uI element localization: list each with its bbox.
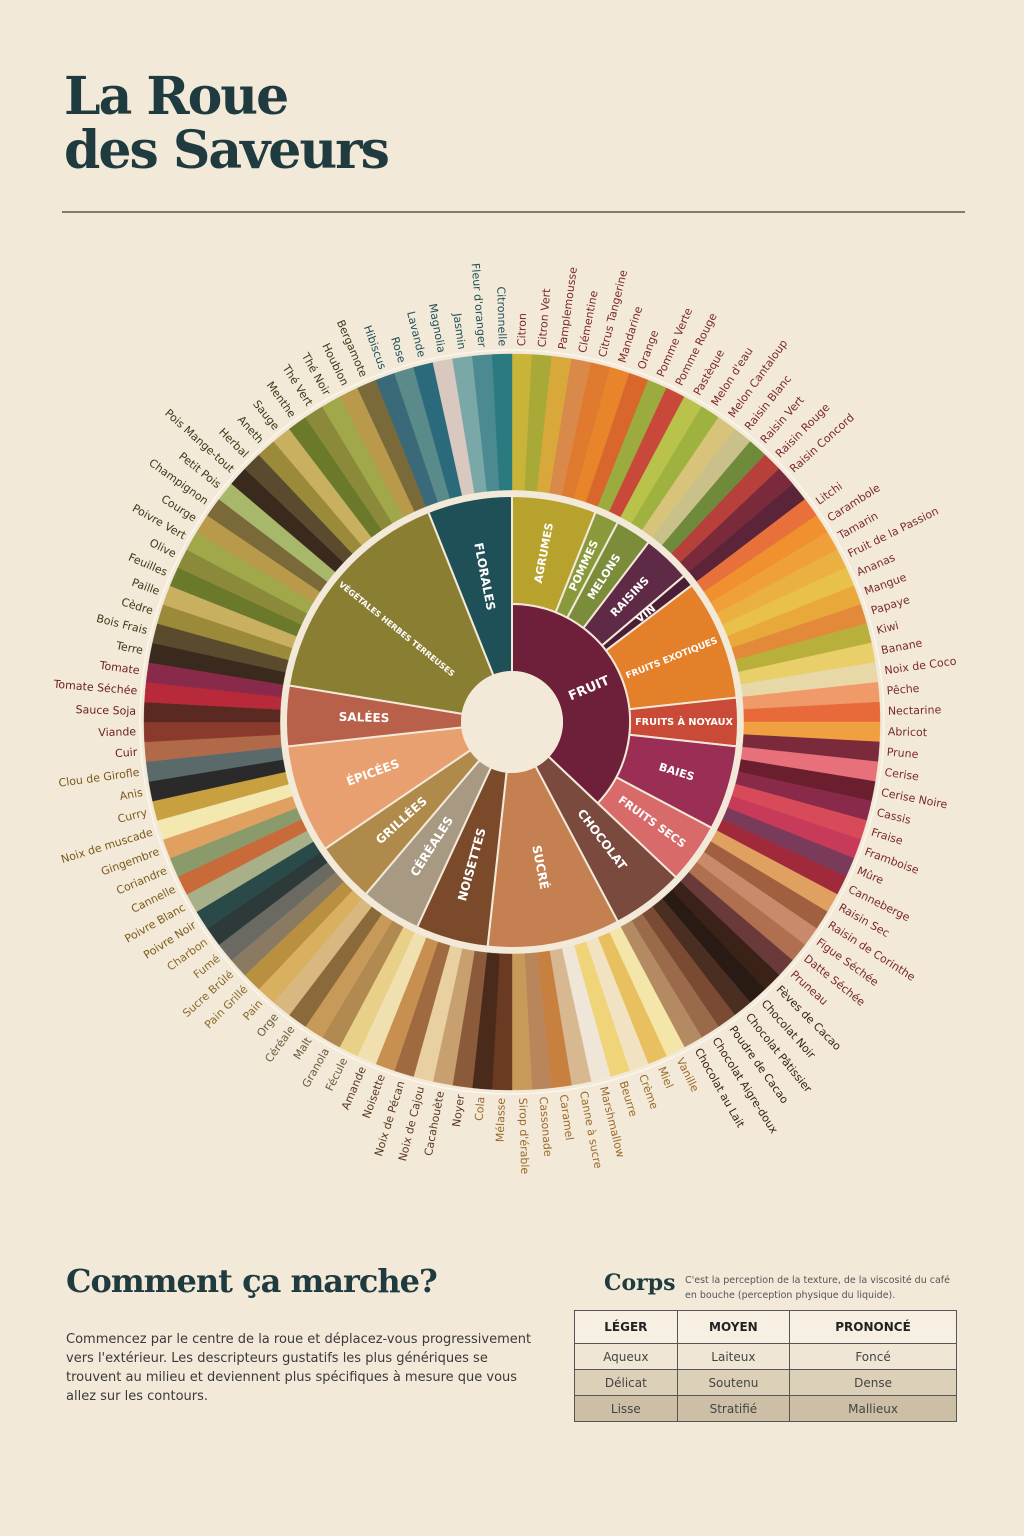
descriptor-label: Pain xyxy=(240,997,265,1023)
descriptor-label: Citron xyxy=(515,313,529,346)
descriptor-label: Citronnelle xyxy=(494,286,509,346)
table-cell: Soutenu xyxy=(676,1369,791,1396)
descriptor-label: Clémentine xyxy=(576,289,601,354)
descriptor-label: Caramel xyxy=(557,1094,576,1142)
table-header: Léger Moyen Prononcé xyxy=(574,1310,957,1344)
sub-label: Fruits à Noyaux xyxy=(635,715,733,728)
descriptor-label: Fleur d'oranger xyxy=(469,263,489,349)
descriptor-label: Fraise xyxy=(870,826,905,848)
descriptor-label: Curry xyxy=(116,806,149,826)
how-title: Comment ça marche? xyxy=(66,1262,438,1300)
descriptor-label: Kiwi xyxy=(875,619,900,637)
descriptor-label: Papaye xyxy=(869,593,911,617)
how-text: Commencez par le centre de la roue et dé… xyxy=(66,1332,532,1404)
descriptor-label: Pamplemousse xyxy=(556,266,580,350)
descriptor-label: Cerise Noire xyxy=(880,786,949,811)
descriptor-label: Beurre xyxy=(617,1079,640,1118)
table-cell: Foncé xyxy=(789,1343,957,1370)
descriptor-band xyxy=(491,353,513,491)
descriptor-label: Tomate xyxy=(98,659,141,677)
descriptor-label: Crème xyxy=(636,1073,661,1112)
descriptor-label: Lavande xyxy=(404,310,428,359)
descriptor-label: Rose xyxy=(388,335,408,364)
descriptor-label: Mélasse xyxy=(494,1097,508,1142)
table-cell: Stratifié xyxy=(676,1395,791,1422)
descriptor-label: Cacahouète xyxy=(422,1090,447,1157)
descriptor-label: Noix de Coco xyxy=(884,654,958,677)
table-cell: Laiteux xyxy=(676,1343,791,1370)
descriptor-label: Clou de Girofle xyxy=(58,766,141,790)
descriptor-label: Olive xyxy=(147,536,178,560)
table-cell: Dense xyxy=(789,1369,957,1396)
table-row: Lisse Stratifié Mallieux xyxy=(574,1395,957,1422)
descriptor-label: Cola xyxy=(473,1096,488,1121)
descriptor-label: Paille xyxy=(130,576,162,598)
table-cell: Lisse xyxy=(574,1395,678,1422)
descriptor-label: Sauce Soja xyxy=(75,703,136,718)
descriptor-label: Cerise xyxy=(884,766,920,784)
descriptor-label: Tomate Séchée xyxy=(52,678,138,698)
center-hole xyxy=(461,671,563,773)
descriptor-label: Fruit de la Passion xyxy=(846,504,941,560)
table-cell: Mallieux xyxy=(789,1395,957,1422)
family-label: Salées xyxy=(339,709,390,725)
descriptor-label: Abricot xyxy=(888,725,928,739)
descriptor-label: Magnolia xyxy=(426,303,448,354)
divider xyxy=(62,211,965,213)
descriptor-label: Cèdre xyxy=(120,595,155,617)
descriptor-label: Terre xyxy=(114,639,144,657)
descriptor-label: Miel xyxy=(655,1065,676,1091)
descriptor-label: Prune xyxy=(886,746,919,762)
title-line: des Saveurs xyxy=(64,120,390,181)
body-text: C'est la perception de la texture, de la… xyxy=(685,1275,950,1301)
descriptor-label: Viande xyxy=(98,725,136,739)
descriptor-label: Anis xyxy=(119,786,145,803)
descriptor-label: Bois Frais xyxy=(95,612,149,637)
descriptor-label: Cuir xyxy=(115,746,139,761)
body-title: Corps xyxy=(604,1270,676,1296)
descriptor-label: Nectarine xyxy=(888,703,942,717)
descriptor-label: Citron Vert xyxy=(536,287,554,347)
descriptor-label: Sirop d'érable xyxy=(516,1098,531,1175)
table-row: Aqueux Laiteux Foncé xyxy=(574,1343,957,1370)
descriptor-label: Noyer xyxy=(450,1093,467,1128)
descriptor-label: Cassis xyxy=(875,806,912,827)
descriptor-label: Malt xyxy=(291,1034,315,1061)
descriptor-band xyxy=(680,468,793,573)
table-cell: Délicat xyxy=(574,1369,678,1396)
header-cell: Léger xyxy=(574,1310,678,1344)
descriptor-label: Mûre xyxy=(855,864,886,887)
outer-ring xyxy=(139,349,885,1095)
title-line: La Roue xyxy=(64,66,289,127)
table-row: Délicat Soutenu Dense xyxy=(574,1369,957,1396)
table-body: Aqueux Laiteux Foncé Délicat Soutenu Dense Lis… xyxy=(574,1343,957,1422)
header-cell: Moyen xyxy=(676,1310,791,1344)
descriptor-label: Pêche xyxy=(886,682,920,698)
descriptor-label: Jasmin xyxy=(450,311,468,350)
body-table: Léger Moyen Prononcé Aqueux Laiteux Foncé D… xyxy=(574,1310,957,1422)
descriptor-label: Banane xyxy=(880,636,924,657)
descriptor-label: Cassonade xyxy=(537,1096,555,1157)
header-cell: Prononcé xyxy=(789,1310,957,1344)
title: La Roue des Saveurs xyxy=(64,66,390,181)
table-cell: Aqueux xyxy=(574,1343,678,1370)
descriptor-band xyxy=(688,483,805,582)
